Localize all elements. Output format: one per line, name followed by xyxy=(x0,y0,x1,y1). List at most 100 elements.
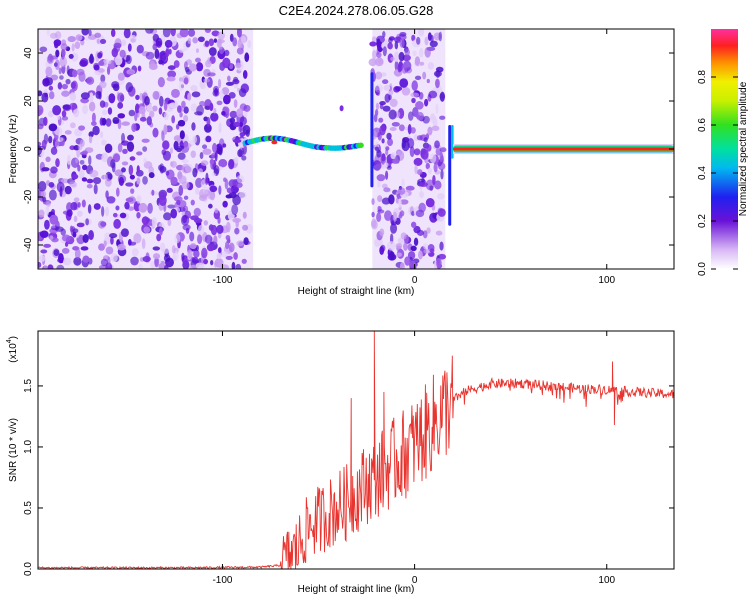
noise-blob xyxy=(167,204,176,209)
noise-blob xyxy=(39,230,49,239)
noise-blob xyxy=(199,100,206,107)
noise-blob xyxy=(426,227,431,234)
noise-blob xyxy=(178,185,184,196)
noise-blob xyxy=(136,165,140,173)
noise-blob xyxy=(38,261,42,268)
noise-blob xyxy=(193,217,203,224)
noise-blob xyxy=(125,82,133,93)
noise-blob xyxy=(177,145,185,150)
noise-blob xyxy=(428,90,438,99)
noise-blob xyxy=(112,212,118,218)
noise-blob xyxy=(117,143,123,153)
noise-blob xyxy=(149,63,158,71)
noise-blob xyxy=(429,153,437,164)
x-tick-label: 100 xyxy=(598,275,615,286)
ridge-blob xyxy=(357,142,364,149)
noise-blob xyxy=(242,224,249,231)
noise-blob xyxy=(233,99,238,108)
noise-blob xyxy=(218,159,228,168)
noise-blob xyxy=(40,190,47,198)
noise-blob xyxy=(229,117,236,124)
noise-blob xyxy=(93,203,101,210)
noise-blob xyxy=(176,199,181,206)
noise-blob xyxy=(70,122,76,129)
noise-blob xyxy=(135,94,140,101)
noise-blob xyxy=(419,61,425,66)
noise-blob xyxy=(389,251,395,261)
noise-blob xyxy=(409,146,415,158)
noise-blob xyxy=(117,113,126,119)
y-tick-label: 0.5 xyxy=(23,501,34,515)
noise-blob xyxy=(241,155,247,161)
noise-blob xyxy=(378,117,384,123)
noise-blob xyxy=(427,167,432,175)
noise-blob xyxy=(220,251,229,258)
noise-blob xyxy=(368,58,377,67)
noise-blob xyxy=(110,253,118,263)
noise-blob xyxy=(410,127,416,134)
noise-blob xyxy=(389,98,398,108)
noise-blob xyxy=(107,173,113,180)
noise-blob xyxy=(214,150,218,162)
noise-blob xyxy=(426,78,430,84)
colorbar-ticks: 0.0 0.2 0.4 0.6 0.8 xyxy=(697,70,738,276)
noise-blob xyxy=(139,116,147,122)
noise-blob xyxy=(99,100,106,108)
noise-blob xyxy=(398,198,402,208)
noise-blob xyxy=(400,232,407,240)
noise-blob xyxy=(177,152,186,160)
noise-blob xyxy=(61,110,67,118)
noise-blob xyxy=(416,135,423,141)
noise-blob xyxy=(141,138,150,143)
figure-title: C2E4.2024.278.06.05.G28 xyxy=(279,3,434,18)
noise-blob xyxy=(222,200,228,208)
noise-blob xyxy=(55,158,60,168)
noise-blob xyxy=(375,102,380,111)
snr-x-label: Height of straight line (km) xyxy=(298,584,415,595)
noise-blob xyxy=(117,243,126,251)
noise-blob xyxy=(107,107,113,115)
noise-blob xyxy=(203,123,212,133)
noise-blob xyxy=(218,46,225,54)
noise-blob xyxy=(127,43,132,52)
noise-blob xyxy=(413,148,421,156)
noise-blob xyxy=(136,195,142,204)
noise-blob xyxy=(200,160,209,167)
noise-blob xyxy=(128,109,136,117)
noise-blob xyxy=(100,131,104,139)
noise-blob xyxy=(241,258,247,264)
spectrogram-x-label: Height of straight line (km) xyxy=(298,286,415,297)
noise-blob xyxy=(382,105,391,112)
noise-blob xyxy=(225,81,234,86)
x-tick-label: -100 xyxy=(212,275,232,286)
noise-blob xyxy=(201,247,208,259)
noise-blob xyxy=(145,29,154,34)
noise-blob xyxy=(48,123,58,132)
noise-blob xyxy=(233,121,241,127)
noise-blob xyxy=(413,134,418,142)
noise-blob xyxy=(425,162,431,170)
noise-blob xyxy=(69,102,78,110)
noise-blob xyxy=(123,29,131,39)
noise-blob xyxy=(49,32,58,39)
noise-blob xyxy=(210,224,218,236)
noise-blob xyxy=(379,228,385,237)
noise-blob xyxy=(151,217,157,228)
noise-blob xyxy=(38,209,45,218)
noise-blob xyxy=(390,56,395,62)
noise-blob xyxy=(239,122,244,127)
noise-blob xyxy=(392,211,398,222)
noise-blob xyxy=(145,51,155,60)
noise-blob xyxy=(38,90,43,97)
noise-blob xyxy=(216,224,224,234)
noise-blob xyxy=(388,194,395,205)
noise-blob xyxy=(73,256,82,266)
noise-blob xyxy=(187,29,196,37)
noise-blob xyxy=(189,243,197,250)
noise-blob xyxy=(439,91,445,102)
noise-blob xyxy=(88,135,93,144)
noise-blob xyxy=(96,38,100,44)
noise-blob xyxy=(437,208,446,217)
noise-blob xyxy=(98,60,105,66)
noise-blob xyxy=(394,86,403,92)
